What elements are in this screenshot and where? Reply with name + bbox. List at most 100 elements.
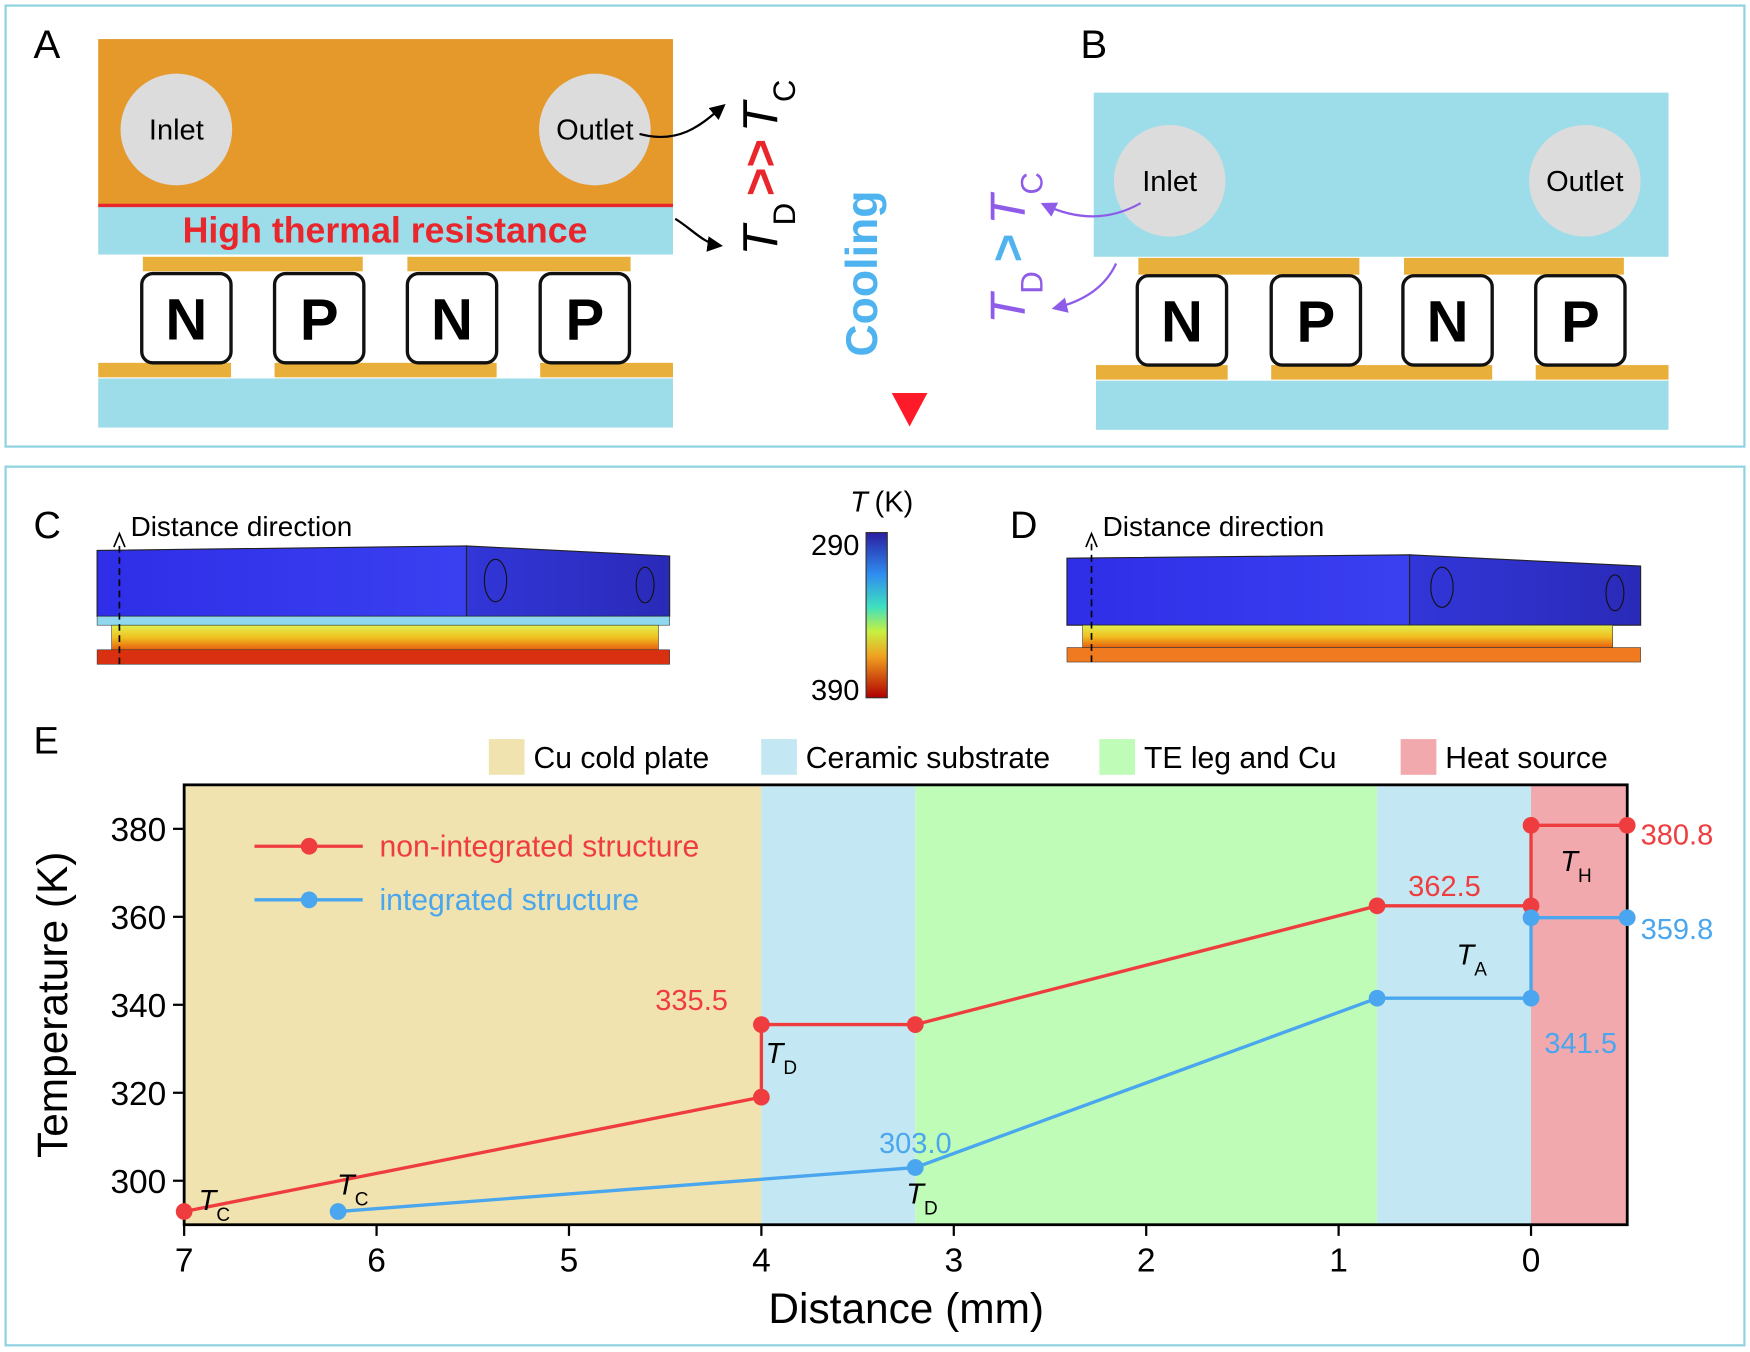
data-point xyxy=(1368,897,1386,915)
panel-frame xyxy=(4,4,1746,448)
annotation: TH xyxy=(1560,846,1591,887)
pad xyxy=(142,256,363,272)
pad xyxy=(1535,365,1669,380)
cooling-arrowhead xyxy=(891,392,928,427)
relation-var: T xyxy=(982,291,1036,324)
outlet-label: Outlet xyxy=(556,115,633,147)
panel-label: E xyxy=(33,721,58,763)
relation: TD>TC xyxy=(982,172,1049,324)
port xyxy=(1430,566,1454,608)
relation-var: T xyxy=(734,99,788,132)
pad xyxy=(1271,365,1493,380)
data-point xyxy=(1618,816,1636,834)
data-point xyxy=(906,1016,924,1033)
x-axis-title: Distance (mm) xyxy=(768,1285,1044,1332)
x-tick-label: 6 xyxy=(367,1243,386,1280)
data-point xyxy=(753,1088,770,1106)
direction-label: Distance direction xyxy=(131,511,353,542)
annotation-sub: C xyxy=(355,1189,369,1210)
annotation-sub: D xyxy=(783,1057,797,1078)
legend-marker xyxy=(300,891,318,909)
legend-marker xyxy=(300,837,318,855)
annotation: TA xyxy=(1456,940,1487,981)
block-side xyxy=(465,545,671,617)
chart: Cu cold plate Ceramic substrate TE leg and… xyxy=(110,739,1713,1280)
relation-sub: C xyxy=(766,79,801,102)
value-label: 359.8 xyxy=(1641,914,1714,946)
region-legend-swatch xyxy=(488,739,525,775)
colorbar-top: 290 xyxy=(811,530,859,562)
x-tick-label: 5 xyxy=(560,1243,579,1280)
series-line xyxy=(183,823,1628,1214)
y-tick-label: 380 xyxy=(110,812,166,849)
heat-source xyxy=(96,649,670,665)
y-tick-label: 340 xyxy=(110,988,166,1025)
region xyxy=(915,784,1378,1225)
data-point xyxy=(1522,897,1540,915)
annotation: TC xyxy=(337,1170,368,1211)
x-tick-label: 0 xyxy=(1522,1243,1541,1280)
pad xyxy=(407,256,631,272)
substrate xyxy=(98,378,673,428)
region-legend-label: Heat source xyxy=(1445,742,1607,775)
annotation-sub: H xyxy=(1578,865,1592,886)
ceramic xyxy=(98,206,673,255)
pad xyxy=(98,362,232,378)
data-point xyxy=(753,1016,770,1033)
panel-label: B xyxy=(1080,22,1107,67)
relation-var: T xyxy=(734,222,788,255)
data-point xyxy=(1522,909,1540,927)
arrow xyxy=(639,104,726,139)
inlet-label: Inlet xyxy=(1142,166,1197,198)
te-leg-label: N xyxy=(431,287,473,352)
data-point xyxy=(1368,989,1386,1007)
te-leg-label: P xyxy=(300,287,339,352)
arrow xyxy=(1040,202,1142,218)
te-leg-label: N xyxy=(165,287,207,352)
outlet xyxy=(539,73,651,186)
panel-label: D xyxy=(1010,505,1037,547)
relation-sub: D xyxy=(1014,271,1049,294)
arrow xyxy=(674,217,723,252)
te-legs xyxy=(111,624,659,651)
te-leg-label: P xyxy=(1561,290,1600,355)
panel-d: D Distance direction xyxy=(1010,505,1642,663)
pad xyxy=(274,362,497,378)
colorbar-unit: (K) xyxy=(875,486,914,518)
x-tick-label: 2 xyxy=(1137,1243,1156,1280)
relation-sub: C xyxy=(1014,172,1049,195)
te-leg-label: N xyxy=(1427,290,1469,355)
panel-a: A High thermal resistance Inlet Outlet T… xyxy=(33,22,801,428)
port xyxy=(635,566,655,604)
region-legend-swatch xyxy=(1099,739,1136,775)
annotation-var: T xyxy=(1560,846,1580,878)
annotation-var: T xyxy=(337,1170,357,1202)
block-front xyxy=(96,545,468,617)
annotation: TC xyxy=(199,1185,230,1226)
value-label: 335.5 xyxy=(655,985,728,1017)
data-point xyxy=(175,1203,193,1220)
data-point xyxy=(329,1203,347,1220)
annotation-sub: C xyxy=(216,1205,230,1226)
inlet xyxy=(1113,125,1226,237)
block-front xyxy=(1066,554,1411,626)
legend-label: non-integrated structure xyxy=(379,830,699,863)
y-axis-title: Temperature (K) xyxy=(29,852,76,1158)
te-leg xyxy=(272,271,366,365)
pad xyxy=(1404,257,1624,275)
x-tick-label: 3 xyxy=(944,1243,963,1280)
annotation-sub: D xyxy=(924,1198,938,1219)
te-leg-label: P xyxy=(1296,290,1335,355)
inlet-label: Inlet xyxy=(149,115,204,147)
te-legs xyxy=(1082,624,1614,648)
data-point xyxy=(906,1159,924,1176)
region xyxy=(184,784,762,1225)
panel-label: A xyxy=(33,22,60,67)
pad xyxy=(1138,257,1360,275)
te-leg xyxy=(538,271,632,365)
outlet-label: Outlet xyxy=(1546,166,1623,198)
y-tick-label: 320 xyxy=(110,1076,166,1113)
region-legend-swatch xyxy=(761,739,797,775)
value-label: 341.5 xyxy=(1544,1028,1617,1060)
